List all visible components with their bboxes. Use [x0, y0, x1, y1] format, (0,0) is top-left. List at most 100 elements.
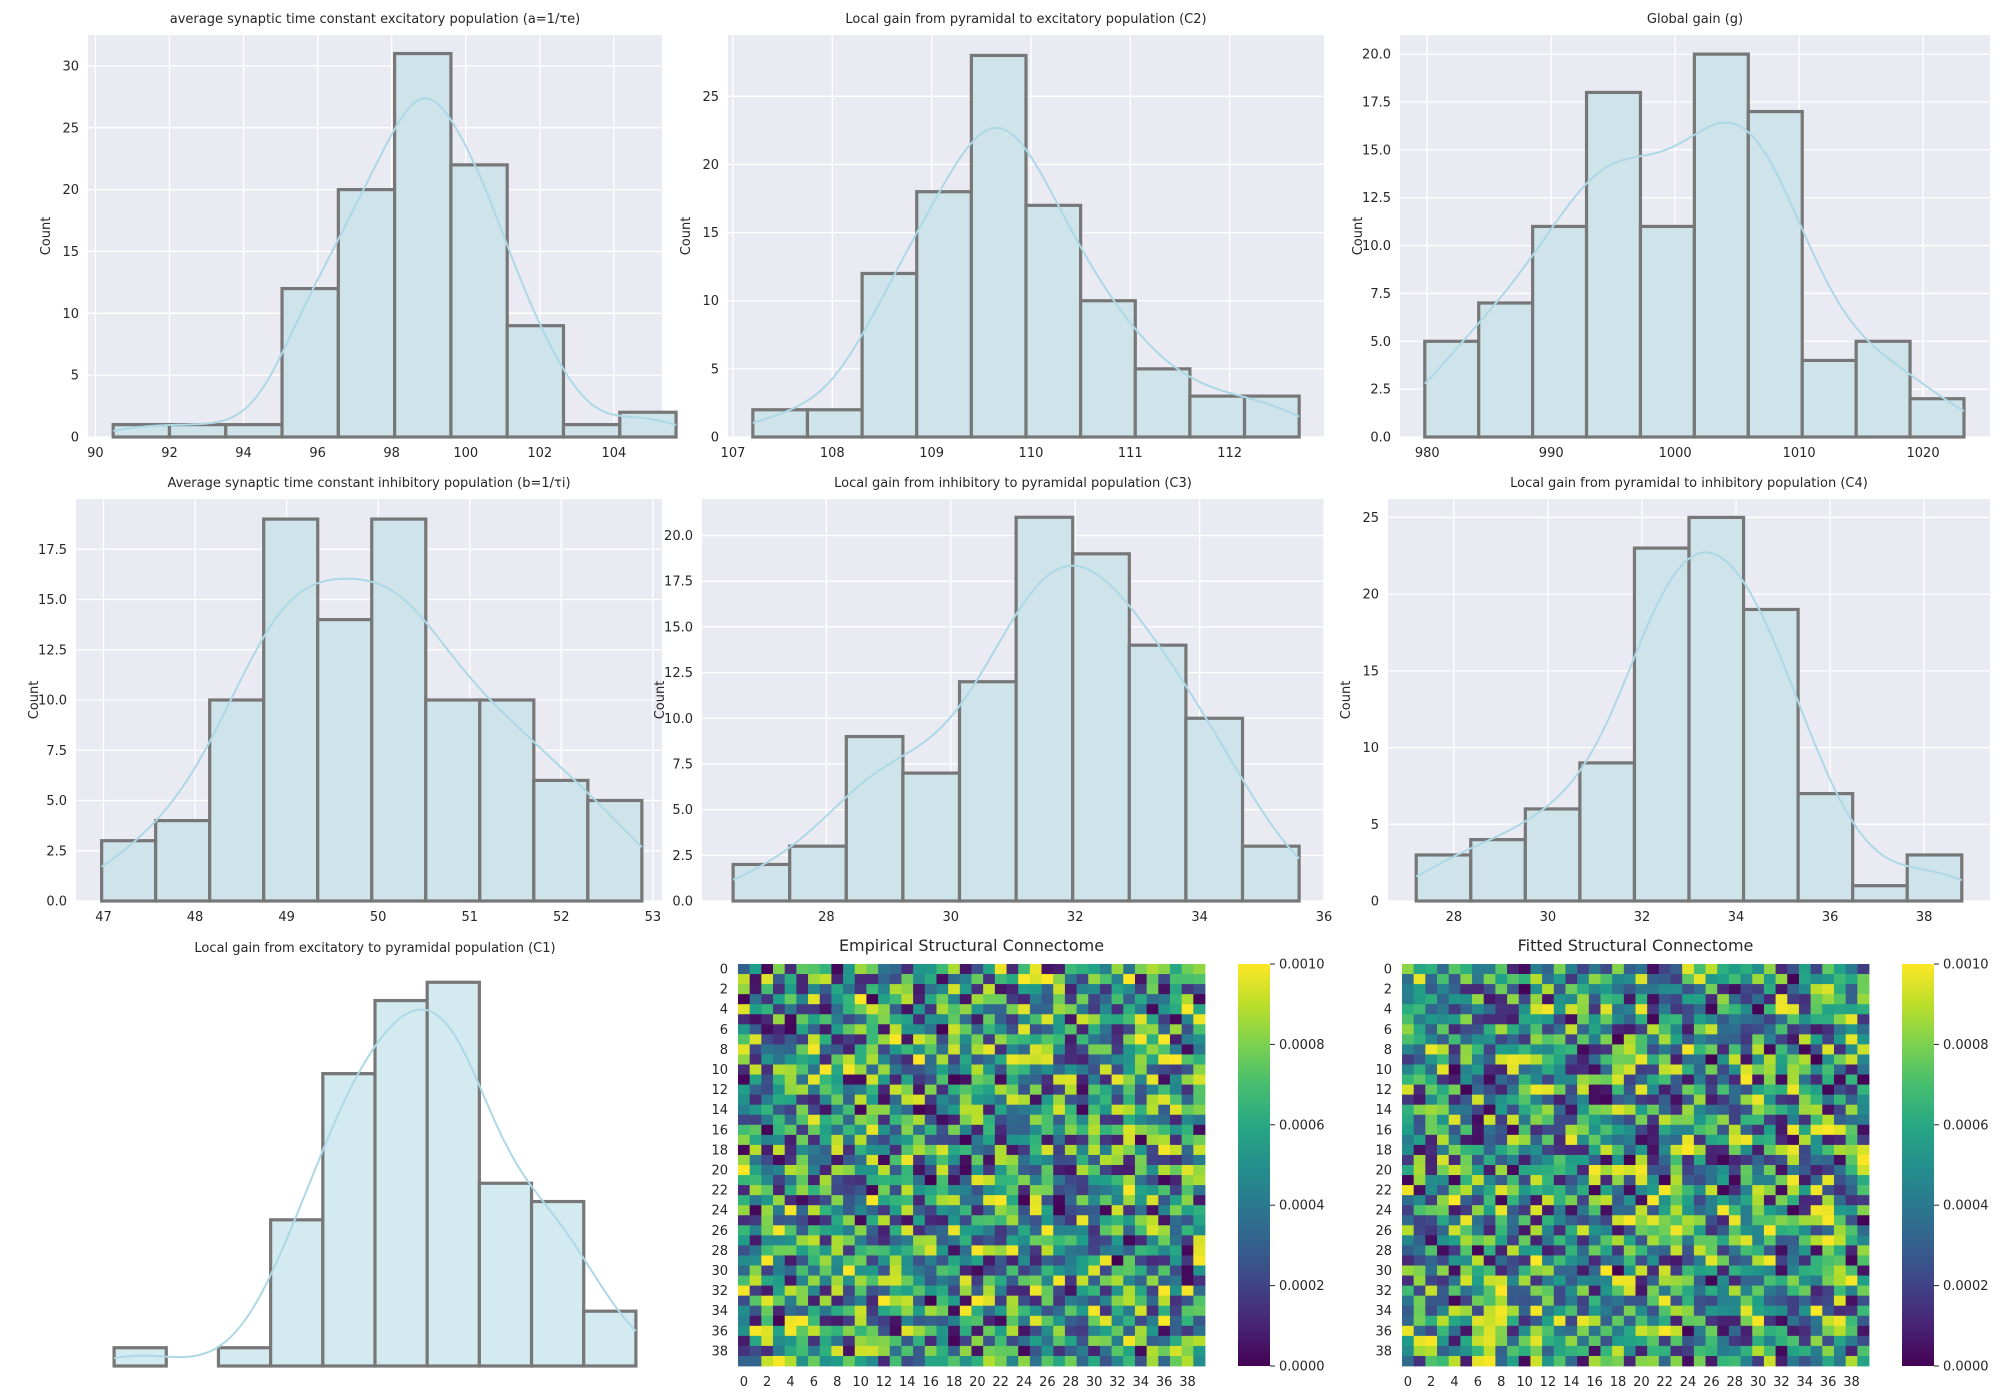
- heatmap-cell: [1518, 1215, 1531, 1226]
- heatmap-cell: [1076, 1195, 1089, 1206]
- colorbar-tick-label: 0.0006: [1279, 1118, 1325, 1133]
- heatmap-cell: [1041, 1094, 1054, 1106]
- heatmap-cell: [773, 1185, 786, 1196]
- heatmap-cell: [854, 1165, 867, 1176]
- y-axis-label: Count: [27, 681, 42, 720]
- heatmap-cell: [1088, 1175, 1101, 1186]
- heatmap-cell: [1518, 1305, 1531, 1317]
- heatmap-cell: [1402, 1074, 1415, 1085]
- heatmap-cell: [1658, 1094, 1671, 1106]
- heatmap-cell: [924, 1175, 937, 1186]
- heatmap-cell: [1845, 1094, 1858, 1106]
- heatmap-cell: [1600, 1114, 1613, 1126]
- heatmap-cell: [1123, 1275, 1136, 1286]
- heatmap-cell: [1472, 1124, 1485, 1136]
- heatmap-cell: [1647, 1074, 1660, 1085]
- heatmap-cell: [1169, 1315, 1183, 1327]
- heatmap-cell: [1600, 1004, 1613, 1015]
- heatmap-cell: [1577, 1215, 1590, 1226]
- heatmap-cell: [959, 1335, 972, 1347]
- heatmap-cell: [983, 1205, 996, 1216]
- heatmap-cell: [1064, 1295, 1077, 1307]
- heatmap-cell: [1169, 1275, 1183, 1286]
- x-tick-label: 16: [922, 1375, 939, 1390]
- heatmap-cell: [878, 984, 891, 995]
- heatmap-cell: [1612, 994, 1625, 1005]
- heatmap-cell: [1064, 994, 1077, 1005]
- heatmap-cell: [1460, 1225, 1473, 1236]
- heatmap-cell: [1472, 1084, 1485, 1096]
- heatmap-cell: [959, 1074, 972, 1085]
- heatmap-cell: [936, 1205, 949, 1216]
- heatmap-cell: [1670, 1134, 1683, 1146]
- heatmap-cell: [1565, 1255, 1578, 1266]
- x-tick-label: 92: [161, 446, 178, 461]
- heatmap-cell: [1612, 1335, 1625, 1347]
- heatmap-cell: [866, 1255, 879, 1266]
- heatmap-cell: [948, 1014, 961, 1025]
- heatmap-cell: [878, 1265, 891, 1276]
- heatmap-cell: [1041, 1325, 1054, 1337]
- heatmap-cell: [1728, 1004, 1741, 1015]
- heatmap-cell: [1099, 1325, 1112, 1337]
- heatmap-cell: [1507, 1004, 1520, 1015]
- heatmap-cell: [1833, 1195, 1847, 1206]
- heatmap-cell: [948, 1124, 961, 1136]
- heatmap-cell: [959, 1355, 972, 1367]
- heatmap-cell: [889, 1185, 902, 1196]
- heatmap-cell: [1041, 974, 1054, 985]
- heatmap-cell: [1822, 994, 1835, 1005]
- heatmap-cell: [738, 1215, 751, 1226]
- heatmap-cell: [1658, 1165, 1671, 1176]
- heatmap-cell: [1099, 1185, 1112, 1196]
- heatmap-cell: [1658, 1305, 1671, 1317]
- heatmap-cell: [1705, 1014, 1718, 1025]
- heatmap-cell: [1775, 1165, 1788, 1176]
- heatmap-cell: [1472, 1235, 1485, 1246]
- heatmap-cell: [994, 1285, 1007, 1297]
- histogram-bar: [100, 839, 158, 903]
- x-tick-label: 49: [278, 910, 295, 925]
- heatmap-cell: [983, 1255, 996, 1266]
- y-tick-label: 0: [711, 431, 719, 446]
- y-tick-label: 32: [711, 1284, 728, 1299]
- heatmap-cell: [1822, 1094, 1835, 1106]
- heatmap-cell: [1088, 1034, 1101, 1045]
- heatmap-cell: [1670, 1175, 1683, 1186]
- heatmap-cell: [1822, 1305, 1835, 1317]
- y-tick-label: 4: [1384, 1003, 1392, 1018]
- heatmap-cell: [1623, 974, 1636, 985]
- heatmap-cell: [1111, 964, 1124, 975]
- x-tick-label: 30: [943, 910, 960, 925]
- heatmap-cell: [1542, 1034, 1555, 1045]
- heatmap-cell: [1006, 994, 1019, 1005]
- heatmap-cell: [1064, 1134, 1077, 1146]
- heatmap-cell: [1810, 1144, 1823, 1156]
- heatmap-cell: [1029, 1305, 1042, 1317]
- heatmap-cell: [796, 1034, 809, 1045]
- heatmap-cell: [1717, 974, 1730, 985]
- heatmap-cell: [1123, 1064, 1136, 1075]
- heatmap-cell: [749, 1285, 762, 1297]
- heatmap-cell: [749, 1104, 762, 1116]
- heatmap-cell: [913, 994, 926, 1005]
- heatmap-cell: [1822, 1195, 1835, 1206]
- heatmap-cell: [959, 1305, 972, 1317]
- heatmap-cell: [819, 1165, 832, 1176]
- heatmap-cell: [994, 1054, 1007, 1065]
- heatmap-cell: [983, 1044, 996, 1055]
- heatmap-cell: [1787, 1144, 1800, 1156]
- heatmap-cell: [1018, 1034, 1031, 1045]
- heatmap-cell: [749, 1265, 762, 1276]
- heatmap-cell: [1518, 1144, 1531, 1156]
- heatmap-cell: [1158, 1165, 1171, 1176]
- heatmap-cell: [854, 1024, 867, 1035]
- heatmap-cell: [1623, 1195, 1636, 1206]
- heatmap-cell: [1565, 1165, 1578, 1176]
- heatmap-cell: [1833, 974, 1847, 985]
- y-tick-label: 8: [720, 1043, 728, 1058]
- heatmap-cell: [994, 1024, 1007, 1035]
- heatmap-cell: [1088, 1345, 1101, 1357]
- heatmap-cell: [1483, 1255, 1496, 1266]
- heatmap-cell: [1123, 974, 1136, 985]
